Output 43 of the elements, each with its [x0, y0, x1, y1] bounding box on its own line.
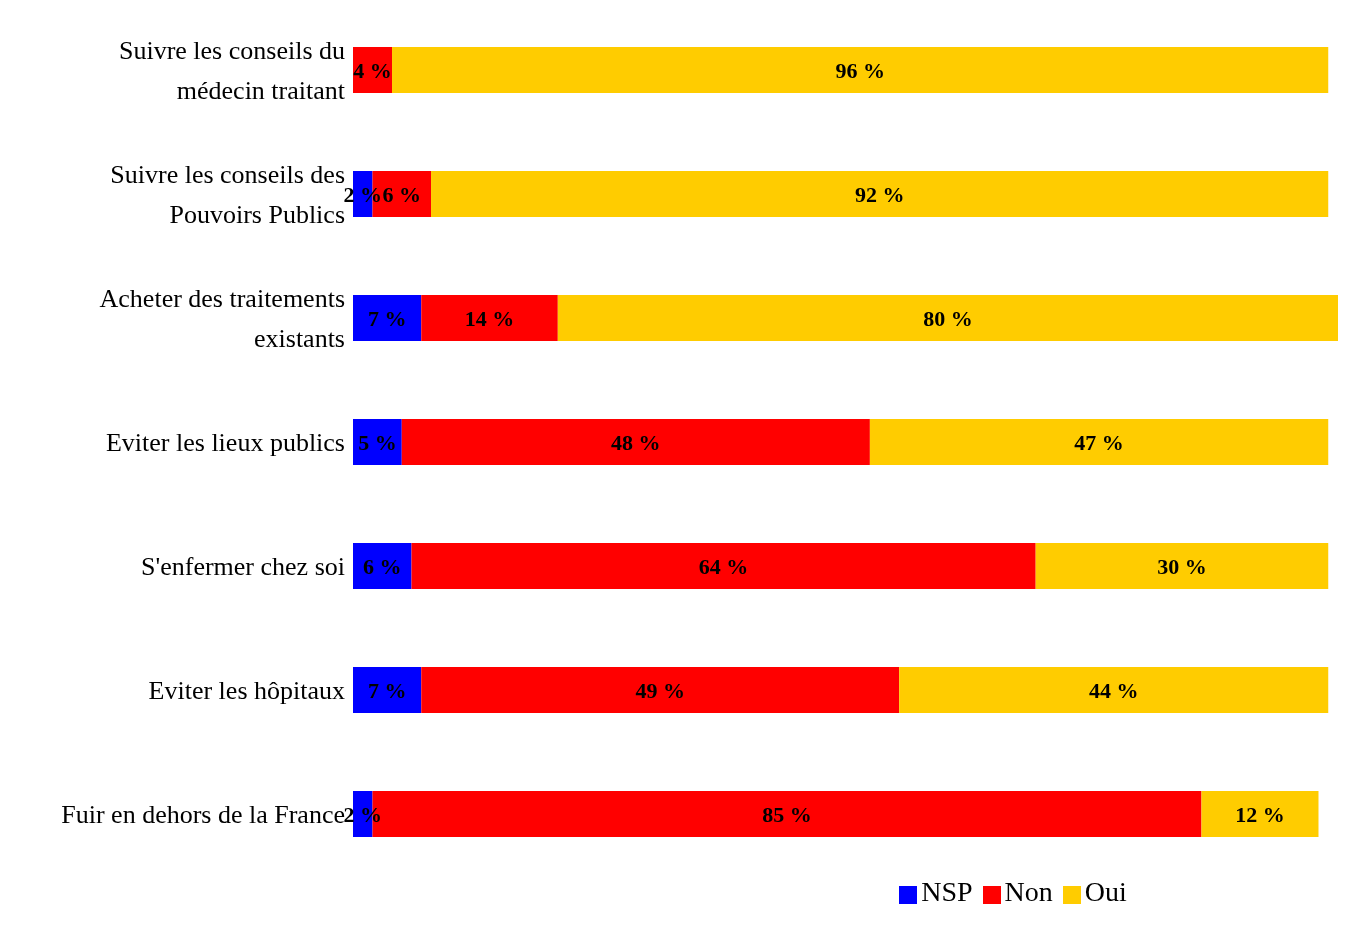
- data-label: 49 %: [635, 677, 685, 703]
- bar: [353, 419, 402, 465]
- data-label: 7 %: [367, 305, 407, 331]
- data-label: 12 %: [1235, 801, 1285, 827]
- bar: [353, 543, 412, 589]
- bar: [1035, 543, 1329, 589]
- data-label: 7 %: [367, 677, 407, 703]
- data-label: 85 %: [762, 801, 812, 827]
- y-tick-label: Fuir en dehors de la France: [61, 799, 345, 829]
- y-tick-label: Eviter les hôpitaux: [148, 675, 345, 705]
- data-label: 5 %: [358, 429, 397, 455]
- y-tick-label: Suivre les conseils du médecin traitant: [118, 35, 346, 105]
- bar: [421, 667, 900, 713]
- bar: [353, 295, 422, 341]
- data-label: 48 %: [611, 429, 661, 455]
- data-label: 80 %: [923, 305, 973, 331]
- legend-label: Non: [1004, 876, 1053, 907]
- data-label: 6 %: [363, 553, 402, 579]
- data-label: 44 %: [1088, 677, 1139, 703]
- bar: [431, 171, 1329, 217]
- y-tick-label: Suivre les conseils des Pouvoirs Publics: [110, 159, 345, 229]
- y-tick-label: Acheter des traitements existants: [99, 283, 345, 353]
- y-tick-label: Eviter les lieux publics: [105, 427, 345, 457]
- bar: [869, 419, 1329, 465]
- legend-label: NSP: [921, 876, 973, 907]
- bar: [392, 47, 1329, 93]
- data-label: 4 %: [353, 57, 392, 83]
- bar: [1201, 791, 1319, 837]
- bar: [401, 419, 870, 465]
- data-label: 14 %: [464, 305, 515, 331]
- bar: [421, 295, 558, 341]
- data-label: 92 %: [854, 181, 905, 207]
- data-label: 47 %: [1074, 429, 1124, 455]
- data-label: 30 %: [1157, 553, 1207, 579]
- y-tick-label: S'enfermer chez soi: [141, 551, 345, 581]
- data-label: 96 %: [835, 57, 885, 83]
- bar: [353, 667, 422, 713]
- bar: [411, 543, 1036, 589]
- data-label: 6 %: [382, 181, 422, 207]
- bar: [899, 667, 1329, 713]
- bar: [557, 295, 1338, 341]
- data-label: 64 %: [698, 553, 749, 579]
- legend-label: Oui: [1084, 876, 1127, 907]
